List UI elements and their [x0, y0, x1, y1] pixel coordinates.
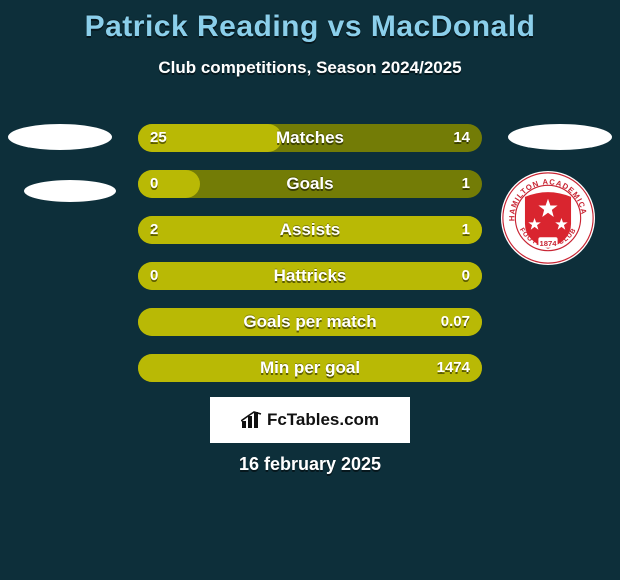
- left-badge-ellipse-2: [24, 180, 116, 202]
- right-badge-ellipse: [508, 124, 612, 150]
- stat-row-label: Matches: [138, 124, 482, 152]
- stat-row: Matches25 14: [138, 124, 482, 152]
- date-text: 16 february 2025: [0, 454, 620, 475]
- stat-row: Goals0 1: [138, 170, 482, 198]
- stat-row-right-value: 0.07: [441, 308, 470, 336]
- stat-row: Hattricks0 0: [138, 262, 482, 290]
- stat-row-left-value: 0: [150, 170, 158, 198]
- stat-row: Min per goal1474: [138, 354, 482, 382]
- page-title: Patrick Reading vs MacDonald: [0, 0, 620, 44]
- stat-row-label: Assists: [138, 216, 482, 244]
- stat-row-left-value: 2: [150, 216, 158, 244]
- stat-row-right-value: 1: [462, 170, 470, 198]
- stat-row-label: Hattricks: [138, 262, 482, 290]
- stat-row-label: Goals per match: [138, 308, 482, 336]
- attribution-text: FcTables.com: [267, 410, 379, 430]
- bars-icon: [241, 411, 263, 429]
- stat-row: Goals per match0.07: [138, 308, 482, 336]
- club-crest-icon: HAMILTON ACADEMICAL FOOTBALL CLUB 1874: [500, 170, 596, 266]
- stat-row-right-value: 1474: [437, 354, 470, 382]
- page-subtitle: Club competitions, Season 2024/2025: [0, 58, 620, 78]
- attribution-badge: FcTables.com: [210, 397, 410, 443]
- stat-row-label: Min per goal: [138, 354, 482, 382]
- stat-row-label: Goals: [138, 170, 482, 198]
- stat-row-left-value: 25: [150, 124, 167, 152]
- stat-row-right-value: 1: [462, 216, 470, 244]
- stat-row-right-value: 14: [453, 124, 470, 152]
- stage: Patrick Reading vs MacDonald Club compet…: [0, 0, 620, 580]
- stat-row-right-value: 0: [462, 262, 470, 290]
- left-badge-ellipse-1: [8, 124, 112, 150]
- stat-row-left-value: 0: [150, 262, 158, 290]
- stat-rows: Matches2514Goals01Assists21Hattricks00Go…: [138, 124, 482, 400]
- crest-year: 1874: [539, 239, 557, 248]
- stat-row: Assists2 1: [138, 216, 482, 244]
